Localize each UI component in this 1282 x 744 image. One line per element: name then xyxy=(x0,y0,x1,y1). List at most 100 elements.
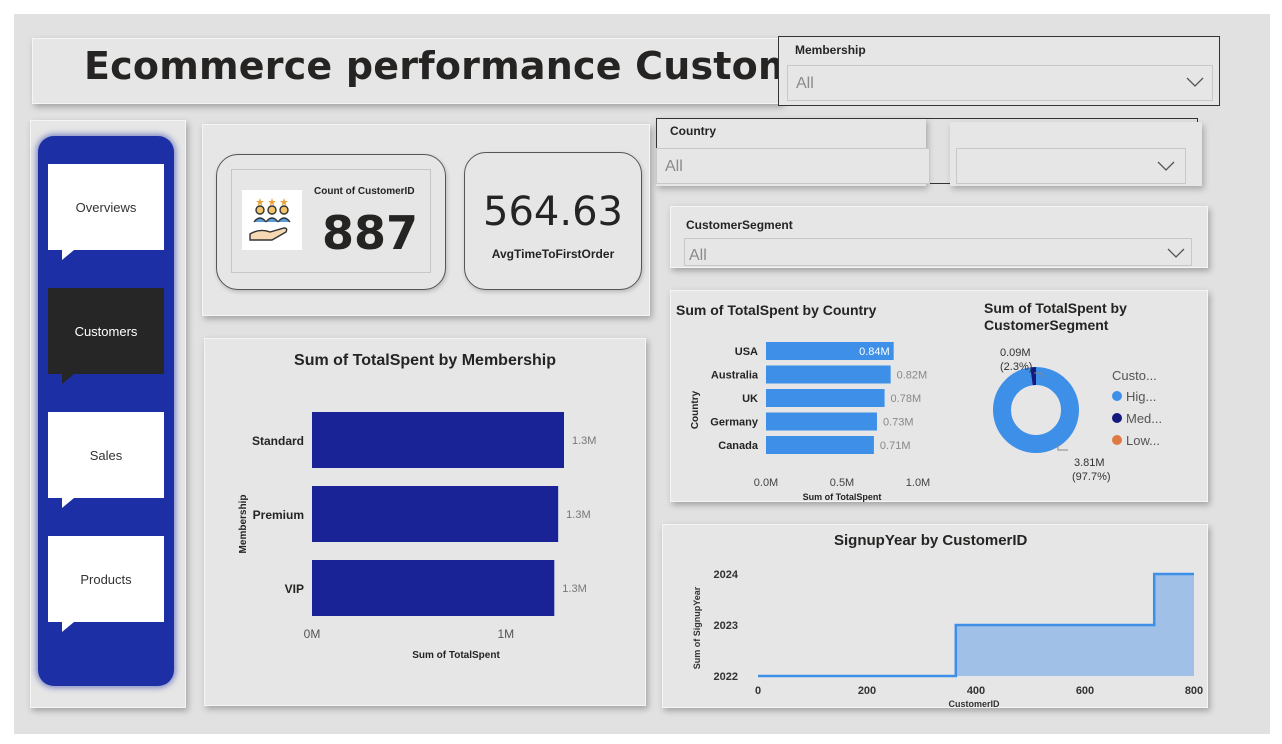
data-label: 0.71M xyxy=(880,440,911,452)
data-label: 0.73M xyxy=(883,417,914,429)
customer-hand-icon xyxy=(242,190,302,250)
bar xyxy=(312,412,564,468)
tick-label: 0.5M xyxy=(830,477,854,489)
x-tick-label: 800 xyxy=(1185,685,1203,697)
nav-button-label: Sales xyxy=(89,447,123,463)
data-label: 0.84M xyxy=(859,346,890,358)
kpi-avg-caption: AvgTimeToFirstOrder xyxy=(491,247,615,261)
kpi-avg-value: 564.63 xyxy=(483,189,623,235)
category-label: Premium xyxy=(253,508,304,522)
segment-donut-chart: 0.09M (2.3%) 3.81M (97.7%) Custo... Hig... Med… xyxy=(993,347,1162,483)
category-label: Germany xyxy=(710,417,759,429)
data-label: 1.3M xyxy=(572,435,596,447)
membership-dropdown[interactable]: All xyxy=(787,65,1213,101)
chart-title: Sum of TotalSpent by Membership xyxy=(294,352,556,369)
x-tick-label: 200 xyxy=(858,685,876,697)
bar xyxy=(766,412,877,431)
bar xyxy=(312,486,559,542)
data-label: 1.3M xyxy=(566,509,590,521)
data-label: 0.82M xyxy=(897,370,928,382)
segment-dropdown[interactable]: All xyxy=(684,238,1192,266)
legend-title: Custo... xyxy=(1112,368,1157,383)
y-axis-title: Membership xyxy=(238,495,249,554)
chart-title: SignupYear by CustomerID xyxy=(834,532,1028,549)
country-dropdown[interactable]: All xyxy=(656,148,930,184)
signup-area-chart: 2022 2023 2024 0 200 400 600 800 CustomerID Sum o… xyxy=(692,569,1203,708)
x-tick-label: 600 xyxy=(1076,685,1094,697)
tick-label: 0M xyxy=(304,627,321,641)
nav-button-label: Customers xyxy=(74,323,138,339)
country-dropdown-extension[interactable] xyxy=(950,122,1202,186)
nav-sidebar: Overviews Customers Sales Products xyxy=(38,136,174,686)
callout-tail xyxy=(62,374,74,384)
callout-tail xyxy=(62,622,74,632)
chevron-down-icon xyxy=(1186,77,1204,87)
series-line xyxy=(758,572,1194,678)
chart-title: Sum of TotalSpent by Country xyxy=(676,302,877,318)
tick-label: 1.0M xyxy=(906,477,930,489)
callout-tail xyxy=(62,498,74,508)
legend-marker xyxy=(1112,413,1122,423)
legend-marker xyxy=(1112,435,1122,445)
slice-value-label: 3.81M xyxy=(1074,457,1105,469)
chart-title: Sum of TotalSpent by CustomerSegment xyxy=(984,300,1127,333)
country-slicer[interactable]: Country All xyxy=(656,118,1198,186)
membership-slicer[interactable]: Membership All xyxy=(778,36,1220,106)
category-label: USA xyxy=(735,346,758,358)
callout-tail xyxy=(62,250,74,260)
category-label: Australia xyxy=(711,370,759,382)
data-label: 0.78M xyxy=(891,393,922,405)
x-axis-title: Sum of TotalSpent xyxy=(803,492,882,502)
report-canvas: Ecommerce performance Customers Membersh… xyxy=(14,14,1270,734)
donut-slice xyxy=(993,367,1079,453)
legend-label: Low... xyxy=(1126,433,1160,448)
country-dropdown-tail[interactable] xyxy=(956,148,1186,184)
bar xyxy=(766,342,894,360)
membership-bar-chart: Standard 1.3M Premium 1.3M VIP 1.3M 0M 1M Sum of… xyxy=(238,412,596,661)
y-axis-title: Sum of SignupYear xyxy=(692,586,702,669)
y-tick-label: 2023 xyxy=(714,620,738,632)
country-slicer-label: Country xyxy=(670,124,716,138)
nav-button-overviews[interactable]: Overviews xyxy=(48,164,164,260)
bar xyxy=(312,560,555,616)
data-label: 1.3M xyxy=(562,583,586,595)
y-tick-label: 2024 xyxy=(714,569,739,581)
segment-dropdown-value: All xyxy=(689,247,707,264)
bar xyxy=(766,389,885,407)
page-title: Ecommerce performance Customers xyxy=(84,44,866,88)
slice-value-label: 0.09M xyxy=(1000,347,1031,359)
slice-percent-label: (2.3%) xyxy=(1000,361,1032,373)
country-bar-chart: USA 0.84M Australia 0.82M UK 0.78M Germany 0.73… xyxy=(690,342,930,502)
category-label: Canada xyxy=(718,440,759,452)
title-panel: Ecommerce performance Customers xyxy=(32,38,865,104)
membership-slicer-label: Membership xyxy=(795,43,866,57)
category-label: UK xyxy=(742,393,758,405)
segment-slicer[interactable]: CustomerSegment All xyxy=(670,206,1208,268)
kpi-count-caption: Count of CustomerID xyxy=(314,186,415,197)
y-tick-label: 2022 xyxy=(714,671,738,683)
legend-marker xyxy=(1112,391,1122,401)
x-tick-label: 400 xyxy=(967,685,985,697)
legend-label: Hig... xyxy=(1126,389,1156,404)
kpi-inner-box: Count of CustomerID 887 xyxy=(231,169,431,273)
x-axis-title: Sum of TotalSpent xyxy=(412,650,500,661)
kpi-card-avg: 564.63 AvgTimeToFirstOrder xyxy=(464,152,642,290)
leader-line xyxy=(1057,444,1068,451)
x-axis-title: CustomerID xyxy=(948,699,1000,708)
bar xyxy=(766,365,891,384)
segment-slicer-label: CustomerSegment xyxy=(686,218,793,232)
membership-dropdown-value: All xyxy=(796,75,814,92)
nav-button-customers[interactable]: Customers xyxy=(48,288,164,384)
x-tick-label: 0 xyxy=(755,685,761,697)
category-label: Standard xyxy=(252,434,304,448)
nav-button-sales[interactable]: Sales xyxy=(48,412,164,508)
category-label: VIP xyxy=(285,582,304,596)
nav-button-products[interactable]: Products xyxy=(48,536,164,632)
signup-chart-panel: SignupYear by CustomerID 2022 2023 2024 0 20… xyxy=(662,524,1208,708)
kpi-count-value: 887 xyxy=(322,206,419,260)
country-dropdown-value: All xyxy=(665,158,683,175)
country-segment-panel: Sum of TotalSpent by Country USA 0.84M Aus… xyxy=(670,290,1208,502)
kpi-card-count: Count of CustomerID 887 xyxy=(216,154,446,290)
donut-slice xyxy=(993,367,1079,453)
chevron-down-icon xyxy=(1157,161,1175,171)
